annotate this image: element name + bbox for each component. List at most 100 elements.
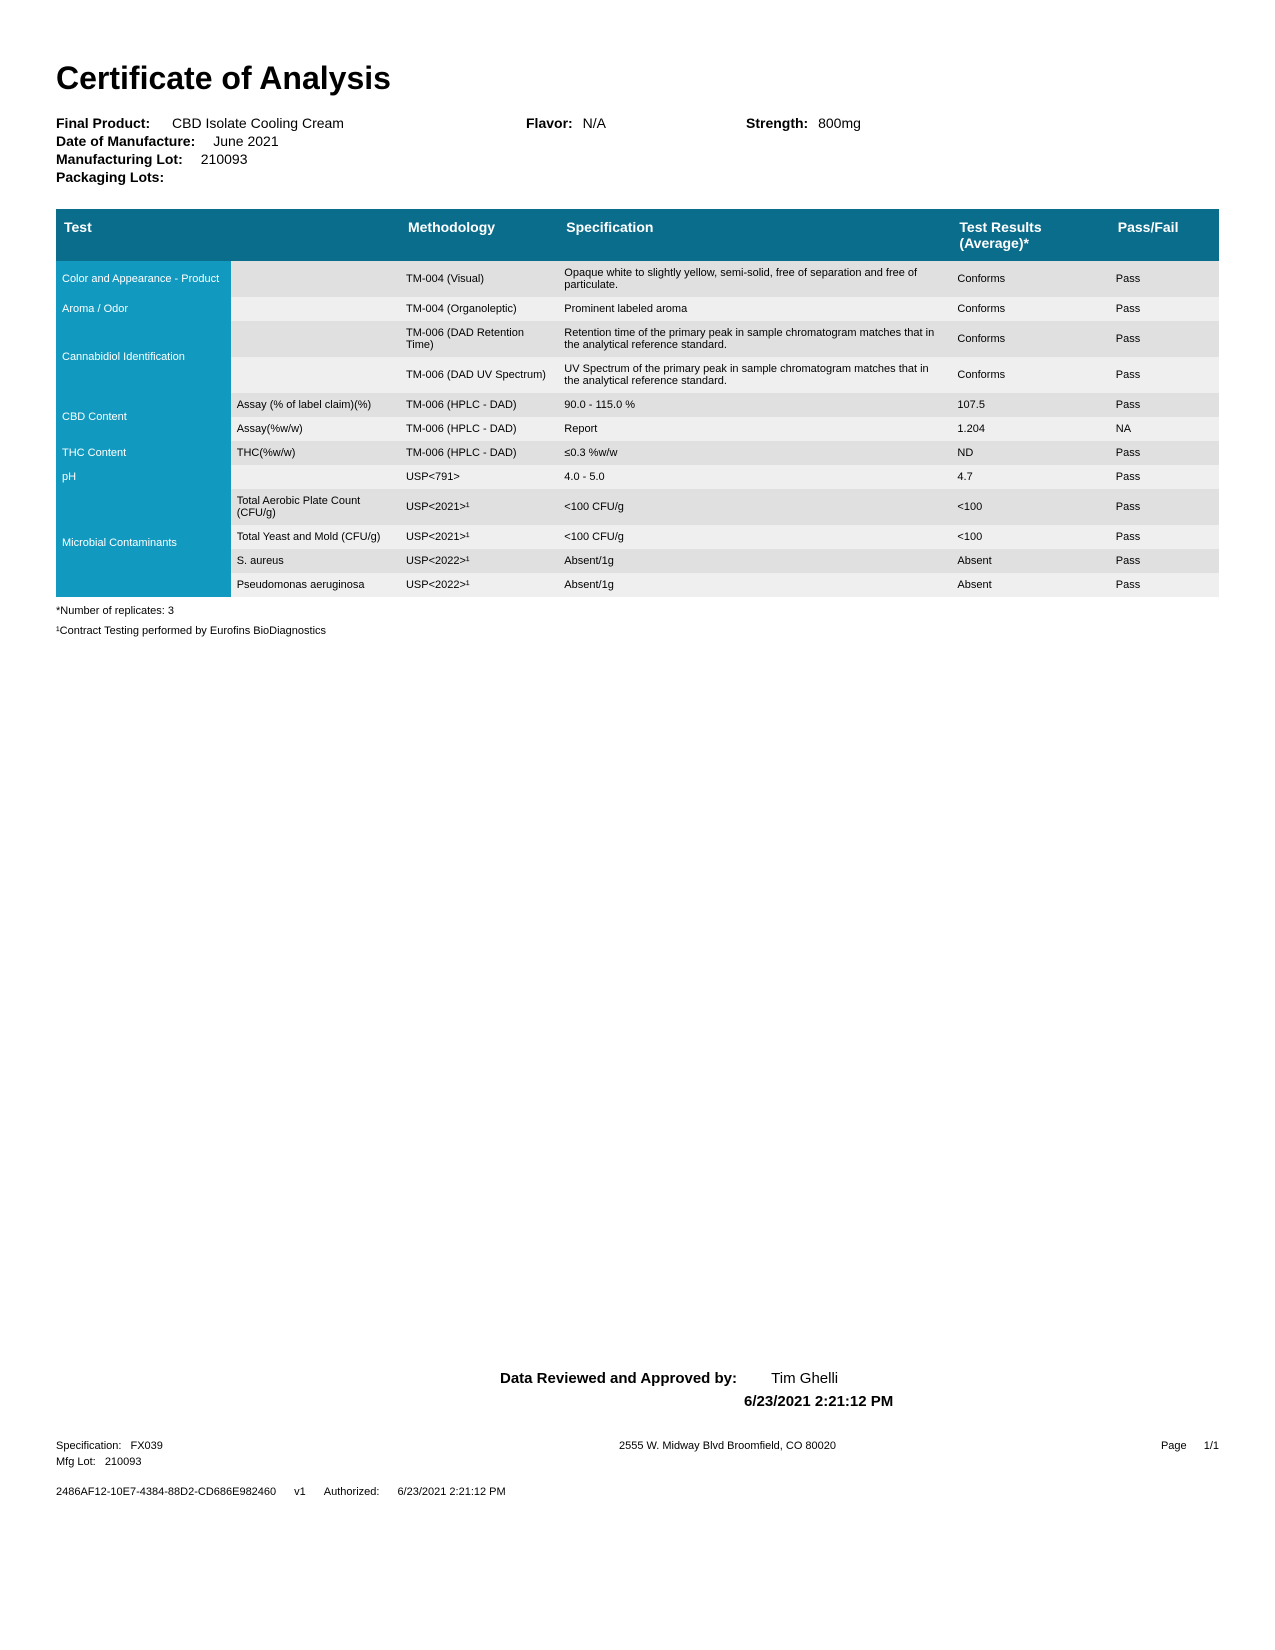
dom-value: June 2021 [213,133,278,149]
approval-label: Data Reviewed and Approved by: [500,1370,737,1387]
methodology-cell: TM-004 (Organoleptic) [400,297,558,321]
table-row: Aroma / Odor TM-004 (Organoleptic)Promine… [56,297,1219,321]
pkg-lots-label: Packaging Lots: [56,169,164,185]
test-name-cell: Cannabidiol Identification [56,321,231,393]
passfail-cell: Pass [1110,525,1219,549]
footer-spec: FX039 [131,1440,163,1452]
methodology-cell: USP<2022>¹ [400,573,558,597]
th-passfail: Pass/Fail [1110,209,1219,261]
sub-test-cell [231,357,400,393]
flavor-value: N/A [583,115,606,131]
passfail-cell: Pass [1110,261,1219,297]
table-row: Microbial ContaminantsTotal Aerobic Plat… [56,489,1219,525]
strength-value: 800mg [818,115,861,131]
test-name-cell: Aroma / Odor [56,297,231,321]
meta-row-1: Final Product: CBD Isolate Cooling Cream… [56,115,1219,131]
note-contract-testing: ¹Contract Testing performed by Eurofins … [56,625,1219,637]
specification-cell: Report [558,417,951,441]
meta-row-4: Packaging Lots: [56,169,1219,185]
result-cell: <100 [951,525,1109,549]
footer-version: v1 [294,1486,306,1498]
result-cell: Conforms [951,357,1109,393]
th-test: Test [56,209,400,261]
page-title: Certificate of Analysis [56,60,1219,97]
specification-cell: 4.0 - 5.0 [558,465,951,489]
flavor-label: Flavor: [526,115,573,131]
specification-cell: UV Spectrum of the primary peak in sampl… [558,357,951,393]
sub-test-cell: Total Yeast and Mold (CFU/g) [231,525,400,549]
note-replicates: *Number of replicates: 3 [56,605,1219,617]
specification-cell: Absent/1g [558,573,951,597]
results-table: Test Methodology Specification Test Resu… [56,209,1219,597]
result-cell: Conforms [951,297,1109,321]
footer-docid: 2486AF12-10E7-4384-88D2-CD686E982460 [56,1486,276,1498]
th-specification: Specification [558,209,951,261]
test-name-cell: Color and Appearance - Product [56,261,231,297]
result-cell: ND [951,441,1109,465]
dom-label: Date of Manufacture: [56,133,195,149]
sub-test-cell [231,261,400,297]
specification-cell: Prominent labeled aroma [558,297,951,321]
table-row: pHUSP<791>4.0 - 5.04.7Pass [56,465,1219,489]
test-name-cell: CBD Content [56,393,231,441]
passfail-cell: Pass [1110,393,1219,417]
table-row: Color and Appearance - Product TM-004 (Vi… [56,261,1219,297]
passfail-cell: Pass [1110,357,1219,393]
footer-page-label: Page [1161,1440,1187,1452]
specification-cell: ≤0.3 %w/w [558,441,951,465]
result-cell: Conforms [951,321,1109,357]
methodology-cell: TM-006 (HPLC - DAD) [400,393,558,417]
table-row: S. aureusUSP<2022>¹Absent/1gAbsentPass [56,549,1219,573]
footer: Specification: FX039 2555 W. Midway Blvd… [56,1440,1219,1498]
methodology-cell: TM-006 (HPLC - DAD) [400,417,558,441]
approval-block: Data Reviewed and Approved by: Tim Ghell… [500,1370,971,1410]
th-result: Test Results (Average)* [951,209,1109,261]
passfail-cell: Pass [1110,573,1219,597]
sub-test-cell: Total Aerobic Plate Count (CFU/g) [231,489,400,525]
sub-test-cell: S. aureus [231,549,400,573]
methodology-cell: TM-004 (Visual) [400,261,558,297]
table-row: CBD ContentAssay (% of label claim)(%)TM… [56,393,1219,417]
sub-test-cell: THC(%w/w) [231,441,400,465]
footer-page: 1/1 [1204,1440,1219,1452]
approval-name: Tim Ghelli [771,1370,971,1387]
sub-test-cell [231,297,400,321]
table-row: Assay(%w/w)TM-006 (HPLC - DAD)Report1.20… [56,417,1219,441]
sub-test-cell: Assay (% of label claim)(%) [231,393,400,417]
sub-test-cell [231,321,400,357]
passfail-cell: Pass [1110,489,1219,525]
footer-auth-date: 6/23/2021 2:21:12 PM [397,1486,505,1498]
mfg-lot-value: 210093 [201,151,248,167]
th-methodology: Methodology [400,209,558,261]
result-cell: <100 [951,489,1109,525]
methodology-cell: TM-006 (DAD UV Spectrum) [400,357,558,393]
table-row: Total Yeast and Mold (CFU/g)USP<2021>¹ <1… [56,525,1219,549]
methodology-cell: USP<2021>¹ [400,525,558,549]
specification-cell: Retention time of the primary peak in sa… [558,321,951,357]
result-cell: Absent [951,549,1109,573]
passfail-cell: Pass [1110,297,1219,321]
mfg-lot-label: Manufacturing Lot: [56,151,183,167]
specification-cell: <100 CFU/g [558,489,951,525]
footer-mfglot-label: Mfg Lot: [56,1456,96,1468]
specification-cell: Absent/1g [558,549,951,573]
approval-date: 6/23/2021 2:21:12 PM [744,1393,971,1410]
methodology-cell: USP<2021>¹ [400,489,558,525]
specification-cell: Opaque white to slightly yellow, semi-so… [558,261,951,297]
table-row: Pseudomonas aeruginosaUSP<2022>¹Absent/1… [56,573,1219,597]
result-cell: 4.7 [951,465,1109,489]
test-name-cell: Microbial Contaminants [56,489,231,597]
test-name-cell: pH [56,465,231,489]
result-cell: 1.204 [951,417,1109,441]
result-cell: Conforms [951,261,1109,297]
sub-test-cell: Pseudomonas aeruginosa [231,573,400,597]
methodology-cell: USP<2022>¹ [400,549,558,573]
test-name-cell: THC Content [56,441,231,465]
table-row: TM-006 (DAD UV Spectrum)UV Spectrum of t… [56,357,1219,393]
sub-test-cell: Assay(%w/w) [231,417,400,441]
footer-auth-label: Authorized: [324,1486,380,1498]
table-row: THC ContentTHC(%w/w)TM-006 (HPLC - DAD)≤… [56,441,1219,465]
footer-address: 2555 W. Midway Blvd Broomfield, CO 80020 [356,1440,1099,1452]
passfail-cell: Pass [1110,549,1219,573]
passfail-cell: Pass [1110,441,1219,465]
